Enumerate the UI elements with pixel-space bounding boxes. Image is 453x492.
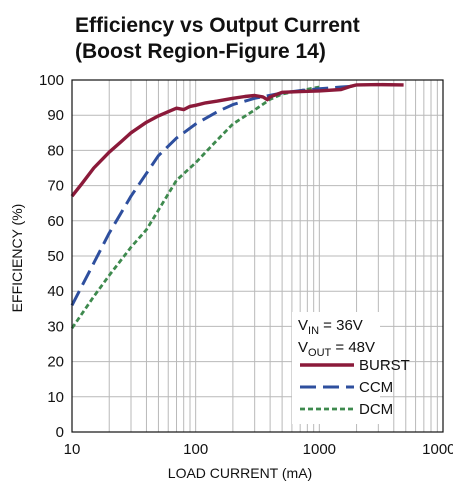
legend-label-ccm: CCM [359, 379, 393, 396]
legend-label-burst: BURST [359, 357, 410, 374]
y-axis-label: EFFICIENCY (%) [9, 204, 25, 313]
y-tick-label-0: 0 [56, 424, 64, 441]
y-tick-label-10: 10 [47, 389, 64, 406]
series-line-dcm [70, 85, 320, 329]
x-axis-label: LOAD CURRENT (mA) [168, 465, 312, 481]
y-tick-label-80: 80 [47, 142, 64, 159]
y-tick-label-50: 50 [47, 248, 64, 265]
y-tick-label-60: 60 [47, 213, 64, 230]
conditions-annotation: VIN = 36V VOUT = 48V [298, 317, 375, 359]
tick-labels: 010203040506070809010010100100010000 [39, 72, 453, 458]
legend: BURST CCM DCM [300, 357, 410, 418]
vout-annotation: VOUT = 48V [298, 339, 375, 359]
series-line-ccm [70, 84, 357, 306]
y-tick-label-70: 70 [47, 178, 64, 195]
y-tick-label-30: 30 [47, 318, 64, 335]
x-tick-label-10000: 10000 [422, 441, 453, 458]
x-tick-label-1000: 1000 [303, 441, 336, 458]
chart-title-line-1: Efficiency vs Output Current [75, 14, 360, 37]
x-tick-label-10: 10 [64, 441, 81, 458]
legend-label-dcm: DCM [359, 401, 393, 418]
grid [72, 80, 443, 432]
legend-background [292, 312, 380, 424]
x-tick-label-100: 100 [183, 441, 208, 458]
y-tick-label-90: 90 [47, 107, 64, 124]
y-tick-label-40: 40 [47, 283, 64, 300]
series-line-burst [70, 82, 404, 198]
chart-title-line-2: (Boost Region-Figure 14) [75, 40, 326, 63]
y-tick-label-20: 20 [47, 354, 64, 371]
y-tick-label-100: 100 [39, 72, 64, 89]
vin-annotation: VIN = 36V [298, 317, 363, 337]
data-series [70, 82, 404, 329]
plot-frame [71, 79, 444, 433]
